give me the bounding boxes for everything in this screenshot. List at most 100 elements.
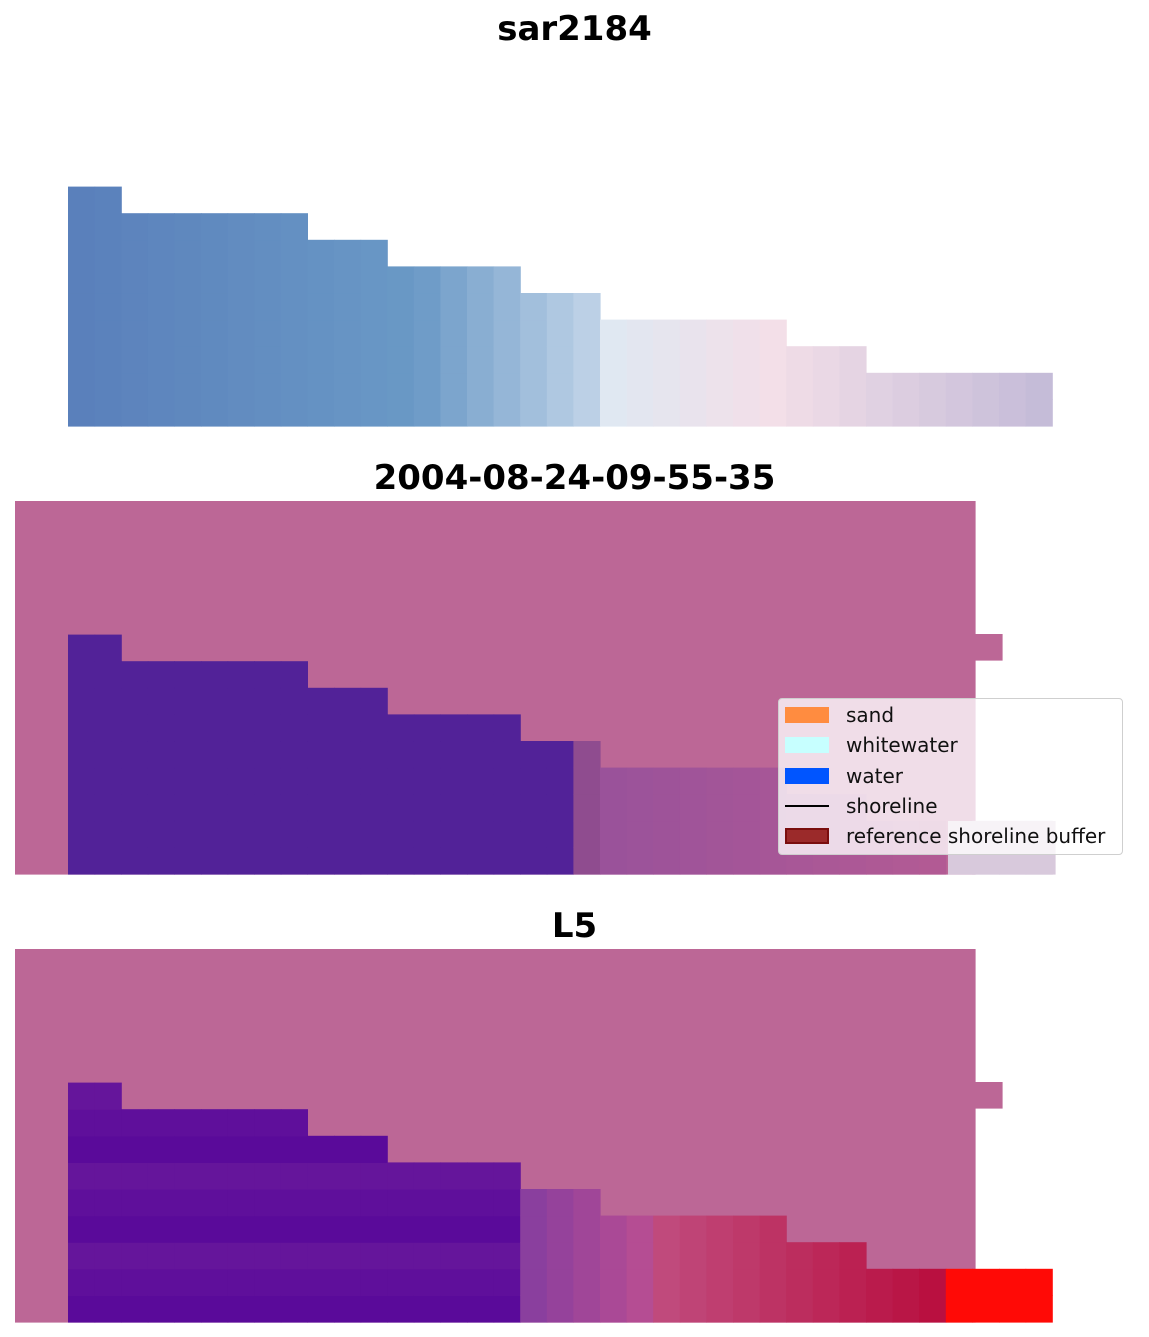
pixel-cell <box>387 266 415 294</box>
pixel-cell <box>679 399 707 427</box>
pixel-cell <box>280 687 308 715</box>
pixel-cell <box>307 293 335 321</box>
pixel-cell <box>387 794 415 822</box>
pixel-cell <box>201 687 229 715</box>
pixel-cell <box>839 1268 867 1296</box>
pixel-cell <box>68 634 96 662</box>
pixel-cell <box>174 1109 202 1137</box>
pixel-cell <box>174 847 202 875</box>
pixel-cell <box>520 741 548 769</box>
pixel-cell <box>600 1268 628 1296</box>
legend-label-sand: sand <box>846 703 895 727</box>
pixel-cell <box>759 1268 787 1296</box>
pixel-cell <box>201 1268 229 1296</box>
pixel-cell <box>1025 1295 1053 1323</box>
pixel-cell <box>147 767 175 795</box>
pixel-cell <box>360 714 388 742</box>
pixel-cell <box>653 372 681 400</box>
pixel-cell <box>307 1242 335 1270</box>
pixel-cell <box>626 346 654 374</box>
pixel-cell <box>413 319 441 347</box>
pixel-cell <box>121 399 149 427</box>
pixel-cell <box>733 820 761 848</box>
pixel-cell <box>334 1162 362 1190</box>
pixel-cell <box>866 1295 894 1323</box>
pixel-cell <box>227 794 255 822</box>
pixel-cell <box>147 794 175 822</box>
pixel-cell <box>493 372 521 400</box>
pixel-cell <box>227 1215 255 1243</box>
pixel-cell <box>201 1242 229 1270</box>
pixel-cell <box>600 372 628 400</box>
pixel-cell <box>254 847 282 875</box>
pixel-cell <box>254 767 282 795</box>
pixel-cell <box>360 399 388 427</box>
pixel-cell <box>493 714 521 742</box>
pixel-cell <box>334 399 362 427</box>
pixel-cell <box>254 239 282 267</box>
pixel-cell <box>440 847 468 875</box>
pixel-cell <box>147 661 175 689</box>
pixel-cell <box>413 1242 441 1270</box>
pixel-cell <box>94 714 122 742</box>
pixel-cell <box>786 1268 814 1296</box>
pixel-cell <box>600 399 628 427</box>
pixel-cell <box>626 847 654 875</box>
pixel-cell <box>467 1268 495 1296</box>
pixel-cell <box>812 346 840 374</box>
legend-item-reference-shoreline-buffer: reference shoreline buffer <box>785 824 1105 848</box>
pixel-cell <box>546 1242 574 1270</box>
pixel-cell <box>360 293 388 321</box>
pixel-cell <box>653 820 681 848</box>
pixel-cell <box>227 266 255 294</box>
pixel-cell <box>201 399 229 427</box>
pixel-cell <box>413 714 441 742</box>
pixel-cell <box>786 399 814 427</box>
pixel-cell <box>493 319 521 347</box>
pixel-cell <box>706 847 734 875</box>
pixel-cell <box>573 767 601 795</box>
pixel-cell <box>227 1109 255 1137</box>
pixel-cell <box>387 399 415 427</box>
pixel-cell <box>440 820 468 848</box>
pixel-cell <box>520 794 548 822</box>
pixel-cell <box>892 399 920 427</box>
pixel-cell <box>334 767 362 795</box>
pixel-cell <box>493 820 521 848</box>
pixel-cell <box>706 372 734 400</box>
pixel-cell <box>68 1082 96 1110</box>
pixel-cell <box>174 767 202 795</box>
pixel-cell <box>999 1295 1027 1323</box>
pixel-cell <box>467 714 495 742</box>
panel-3-title: L5 <box>551 906 598 946</box>
pixel-cell <box>626 1215 654 1243</box>
pixel-cell <box>679 346 707 374</box>
pixel-cell <box>866 1268 894 1296</box>
pixel-cell <box>679 847 707 875</box>
pixel-cell <box>706 1215 734 1243</box>
pixel-cell <box>307 239 335 267</box>
pixel-cell <box>493 1215 521 1243</box>
pixel-cell <box>520 1268 548 1296</box>
pixel-cell <box>573 1189 601 1217</box>
pixel-cell <box>334 741 362 769</box>
pixel-cell <box>227 741 255 769</box>
water-swatch <box>785 768 829 784</box>
pixel-cell <box>733 1268 761 1296</box>
pixel-cell <box>839 372 867 400</box>
pixel-cell <box>653 1295 681 1323</box>
pixel-cell <box>94 372 122 400</box>
pixel-cell <box>227 1189 255 1217</box>
pixel-cell <box>440 346 468 374</box>
pixel-cell <box>68 1135 96 1163</box>
pixel-cell <box>121 213 149 241</box>
pixel-cell <box>147 847 175 875</box>
pixel-cell <box>94 1135 122 1163</box>
pixel-cell <box>467 847 495 875</box>
pixel-cell <box>121 1268 149 1296</box>
pixel-cell <box>94 1109 122 1137</box>
shoreline-swatch <box>785 805 829 807</box>
pixel-cell <box>733 399 761 427</box>
pixel-cell <box>467 1189 495 1217</box>
pixel-cell <box>440 767 468 795</box>
